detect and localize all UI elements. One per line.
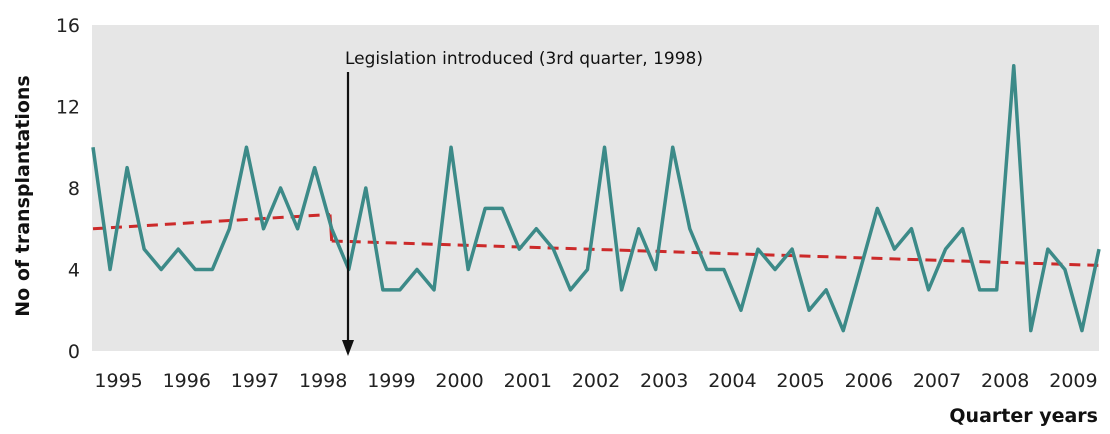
y-tick-label: 12: [56, 97, 80, 119]
x-tick-label: 1998: [299, 370, 347, 392]
x-tick-label: 2007: [913, 370, 961, 392]
y-axis-title: No of transplantations: [12, 75, 34, 316]
x-tick-label: 2004: [708, 370, 756, 392]
y-tick-label: 4: [68, 260, 80, 282]
x-tick-label: 2003: [640, 370, 688, 392]
series-lines: [91, 64, 1101, 333]
x-tick-label: 2009: [1049, 370, 1097, 392]
y-tick-label: 0: [68, 341, 80, 363]
x-tick-label: 1997: [231, 370, 279, 392]
x-tick-label: 1995: [94, 370, 142, 392]
x-tick-label: 1996: [163, 370, 211, 392]
x-tick-label: 2006: [845, 370, 893, 392]
legislation-label: Legislation introduced (3rd quarter, 199…: [345, 49, 703, 69]
x-tick-label: 2008: [981, 370, 1029, 392]
y-ticks: 0 4 8 12 16: [56, 15, 80, 363]
plot-background: [92, 25, 1099, 351]
y-tick-label: 8: [68, 178, 80, 200]
x-tick-label: 2002: [572, 370, 620, 392]
x-tick-label: 1999: [367, 370, 415, 392]
x-axis-title: Quarter years: [949, 405, 1098, 427]
x-tick-label: 2001: [504, 370, 552, 392]
transplantations-series-line: [91, 64, 1101, 333]
trend-line: [92, 212, 331, 231]
y-tick-label: 16: [56, 15, 80, 37]
x-tick-label: 2000: [435, 370, 483, 392]
legislation-annotation: Legislation introduced (3rd quarter, 199…: [342, 49, 703, 356]
x-tick-label: 2005: [776, 370, 824, 392]
legislation-arrow-head: [342, 340, 354, 356]
x-ticks: 1995 1996 1997 1998 1999 2000 2001 2002 2003 2004…: [94, 370, 1097, 392]
